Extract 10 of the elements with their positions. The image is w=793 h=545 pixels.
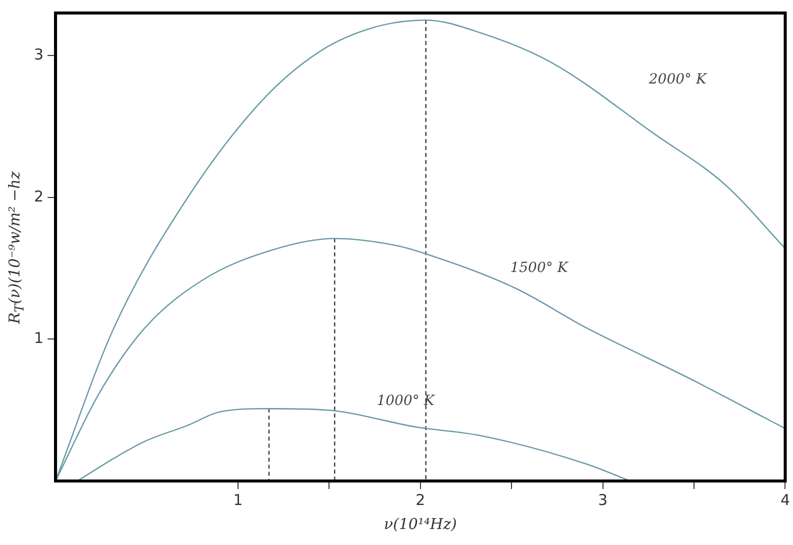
x-tick-label: 2 (416, 490, 426, 509)
text: 2000° K (648, 72, 708, 88)
y-tick-label: 1 (34, 329, 44, 348)
x-axis-title: ν(10¹⁴Hz) (384, 515, 457, 533)
y-tick-label: 2 (34, 187, 44, 206)
y-tick-label: 3 (34, 45, 44, 64)
x-tick-label: 3 (598, 490, 608, 509)
x-tick-label: 4 (780, 490, 790, 509)
x-tick-label: 1 (233, 490, 243, 509)
series-label: 1500° K (510, 260, 570, 276)
